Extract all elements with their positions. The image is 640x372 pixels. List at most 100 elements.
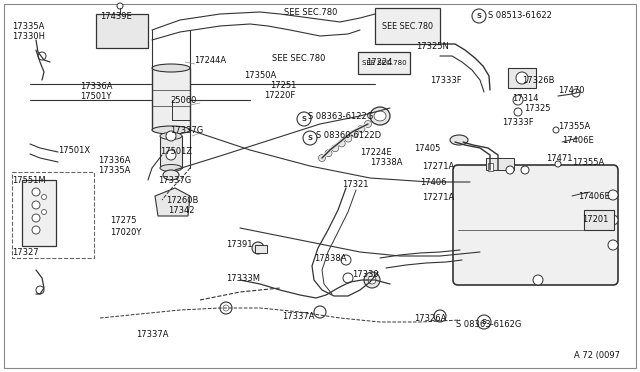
- Circle shape: [332, 145, 339, 152]
- Circle shape: [297, 112, 311, 126]
- Text: 17338A: 17338A: [314, 254, 346, 263]
- Circle shape: [555, 161, 561, 167]
- Circle shape: [364, 272, 380, 288]
- Text: 17326A: 17326A: [414, 314, 446, 323]
- Circle shape: [252, 242, 264, 254]
- Circle shape: [521, 166, 529, 174]
- Bar: [255, 245, 267, 253]
- Circle shape: [572, 89, 580, 97]
- Text: 17405: 17405: [414, 144, 440, 153]
- Text: 17342: 17342: [168, 206, 195, 215]
- Ellipse shape: [152, 126, 190, 134]
- Circle shape: [365, 121, 371, 128]
- Circle shape: [32, 226, 40, 234]
- Text: 17271A: 17271A: [422, 162, 454, 171]
- Text: S: S: [481, 319, 486, 325]
- FancyBboxPatch shape: [453, 165, 618, 285]
- Text: 17224: 17224: [366, 58, 392, 67]
- Text: SEE SEC.780: SEE SEC.780: [272, 54, 325, 63]
- Text: 17501Z: 17501Z: [160, 147, 192, 156]
- Text: 17406: 17406: [420, 178, 447, 187]
- Text: 17251: 17251: [270, 81, 296, 90]
- Circle shape: [477, 315, 491, 329]
- Ellipse shape: [370, 107, 390, 125]
- Text: S 08363-6122G: S 08363-6122G: [308, 112, 373, 121]
- Circle shape: [42, 195, 47, 199]
- Circle shape: [32, 201, 40, 209]
- Circle shape: [343, 273, 353, 283]
- Text: 17330: 17330: [352, 270, 379, 279]
- Circle shape: [223, 305, 229, 311]
- Ellipse shape: [160, 132, 182, 140]
- Text: 17326B: 17326B: [522, 76, 554, 85]
- Ellipse shape: [160, 164, 182, 171]
- Circle shape: [608, 240, 618, 250]
- Text: 17020Y: 17020Y: [110, 228, 141, 237]
- Bar: [12, 172, 94, 258]
- Text: 17501X: 17501X: [58, 146, 90, 155]
- Bar: [152, 68, 190, 130]
- Circle shape: [506, 166, 514, 174]
- Text: 17470: 17470: [558, 86, 584, 95]
- Text: A 72 (0097: A 72 (0097: [574, 351, 620, 360]
- Circle shape: [338, 140, 345, 147]
- Bar: [160, 136, 182, 168]
- Circle shape: [351, 130, 358, 137]
- Text: 17333M: 17333M: [226, 274, 260, 283]
- Circle shape: [32, 214, 40, 222]
- Text: S 08363-6162G: S 08363-6162G: [456, 320, 522, 329]
- Ellipse shape: [163, 170, 179, 180]
- Circle shape: [32, 188, 40, 196]
- Text: 17439E: 17439E: [100, 12, 132, 21]
- Text: S 08513-61622: S 08513-61622: [488, 11, 552, 20]
- Bar: [488, 163, 493, 171]
- Circle shape: [358, 125, 365, 132]
- Circle shape: [319, 154, 326, 161]
- Text: SEE SEC.780: SEE SEC.780: [284, 8, 337, 17]
- Text: 17355A: 17355A: [572, 158, 604, 167]
- Circle shape: [368, 276, 376, 284]
- Circle shape: [166, 131, 176, 141]
- Circle shape: [516, 72, 528, 84]
- Text: 17260B: 17260B: [166, 196, 198, 205]
- Text: 17333F: 17333F: [430, 76, 461, 85]
- Circle shape: [36, 286, 44, 294]
- Text: 17337A: 17337A: [136, 330, 168, 339]
- Text: 17275: 17275: [110, 216, 136, 225]
- Text: 17314: 17314: [512, 94, 538, 103]
- Circle shape: [341, 255, 351, 265]
- Circle shape: [303, 131, 317, 145]
- Text: 17271A: 17271A: [422, 193, 454, 202]
- Text: S 08360-6122D: S 08360-6122D: [316, 131, 381, 140]
- Bar: [358, 52, 410, 74]
- Text: 17220F: 17220F: [264, 91, 295, 100]
- Bar: [584, 210, 614, 230]
- Text: S: S: [301, 116, 307, 122]
- Text: 17350A: 17350A: [244, 71, 276, 80]
- Circle shape: [514, 108, 522, 116]
- Text: 17501Y: 17501Y: [80, 92, 111, 101]
- Bar: [96, 14, 148, 48]
- Text: 17355A: 17355A: [558, 122, 590, 131]
- Ellipse shape: [450, 135, 468, 145]
- Text: 25060: 25060: [170, 96, 196, 105]
- Text: 17327: 17327: [12, 248, 38, 257]
- Text: 17406E: 17406E: [578, 192, 610, 201]
- Polygon shape: [155, 188, 190, 216]
- Circle shape: [533, 275, 543, 285]
- Text: S: S: [477, 13, 481, 19]
- Text: 17338A: 17338A: [370, 158, 403, 167]
- Circle shape: [42, 209, 47, 215]
- Circle shape: [220, 302, 232, 314]
- Bar: [22, 180, 56, 246]
- Text: 17201: 17201: [582, 215, 609, 224]
- Bar: [508, 68, 536, 88]
- Text: 17337G: 17337G: [158, 176, 191, 185]
- Circle shape: [608, 215, 618, 225]
- Text: SEE SEC.780: SEE SEC.780: [383, 22, 433, 31]
- Circle shape: [472, 9, 486, 23]
- Text: 17406E: 17406E: [562, 136, 594, 145]
- Text: 17337A: 17337A: [282, 312, 314, 321]
- Text: SEE SEC.780: SEE SEC.780: [362, 60, 406, 66]
- Circle shape: [434, 310, 446, 322]
